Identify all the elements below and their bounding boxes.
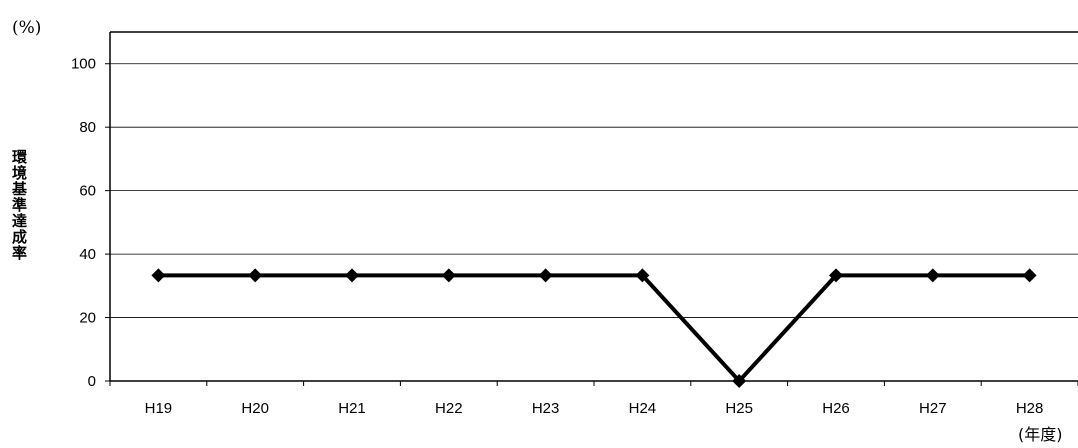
data-point-H28 [1022,268,1037,283]
x-tick-label: H23 [532,400,560,417]
y-tick-label: 20 [79,310,96,327]
y-unit-label: (%) [12,18,42,38]
x-tick-label: H25 [725,400,753,417]
x-tick-label: H24 [629,400,657,417]
x-tick-label: H20 [241,400,269,417]
x-axis-unit-label: (年度) [1018,425,1063,444]
data-point-H23 [538,268,553,283]
x-tick-label: H19 [145,400,173,417]
y-tick-label: 60 [79,183,96,200]
y-tick-label: 40 [79,246,96,263]
y-axis-title: 環境基準達成率 [10,149,28,261]
data-point-H22 [441,268,456,283]
data-point-H24 [635,268,650,283]
series-group [151,268,1037,388]
y-tick-labels: 0 20 40 60 80 100 [71,56,96,390]
data-point-H21 [345,268,359,283]
x-tick-label: H28 [1016,400,1044,417]
x-tick-label: H26 [822,400,850,417]
y-tick-label: 100 [71,56,96,73]
data-point-H20 [248,268,263,283]
data-point-H27 [925,268,940,283]
grid-lines [110,63,1078,318]
x-tick-label: H27 [919,400,947,417]
y-tick-label: 80 [79,119,96,136]
axes [105,31,1078,386]
series-line [158,273,1030,384]
x-tick-label: H21 [338,400,366,417]
x-tick-labels: H19 H20 H21 H22 H23 H24 H25 H26 H27 H28 [145,400,1044,417]
data-point-H25 [732,374,747,388]
data-point-H19 [151,268,166,283]
data-point-H26 [829,268,843,283]
x-tick-label: H22 [435,400,463,417]
y-tick-label: 0 [88,373,96,390]
